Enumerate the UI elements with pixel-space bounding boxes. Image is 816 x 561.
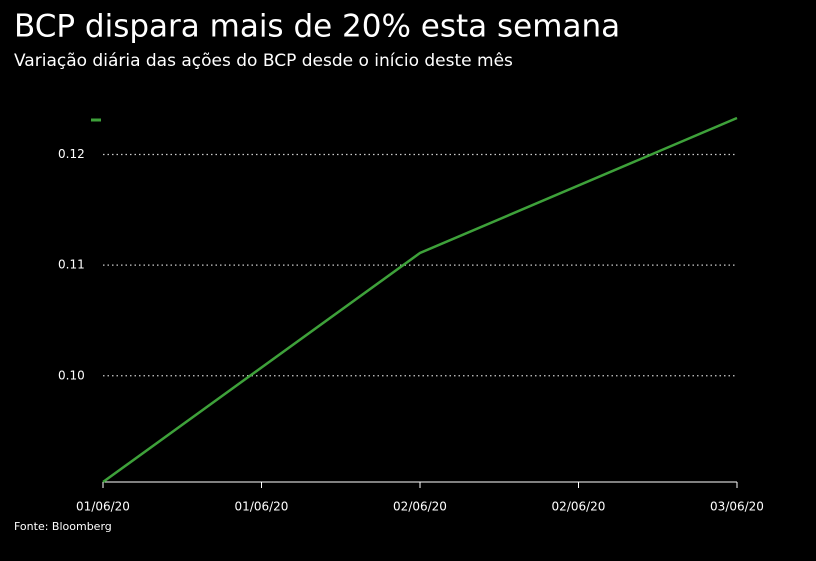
x-tick-label: 01/06/20 <box>76 500 130 514</box>
y-tick-label: 0.11 <box>58 258 85 272</box>
x-tick-label: 02/06/20 <box>393 500 447 514</box>
y-tick-label: 0.12 <box>58 147 85 161</box>
x-tick-label: 02/06/20 <box>552 500 606 514</box>
x-tick-label: 01/06/20 <box>235 500 289 514</box>
x-tick-label: 03/06/20 <box>710 500 764 514</box>
chart-subtitle: Variação diária das ações do BCP desde o… <box>14 51 513 71</box>
chart-title: BCP dispara mais de 20% esta semana <box>14 9 620 45</box>
source: Fonte: Bloomberg <box>14 520 112 533</box>
y-tick-label: 0.10 <box>58 368 85 382</box>
data-line <box>102 116 738 484</box>
